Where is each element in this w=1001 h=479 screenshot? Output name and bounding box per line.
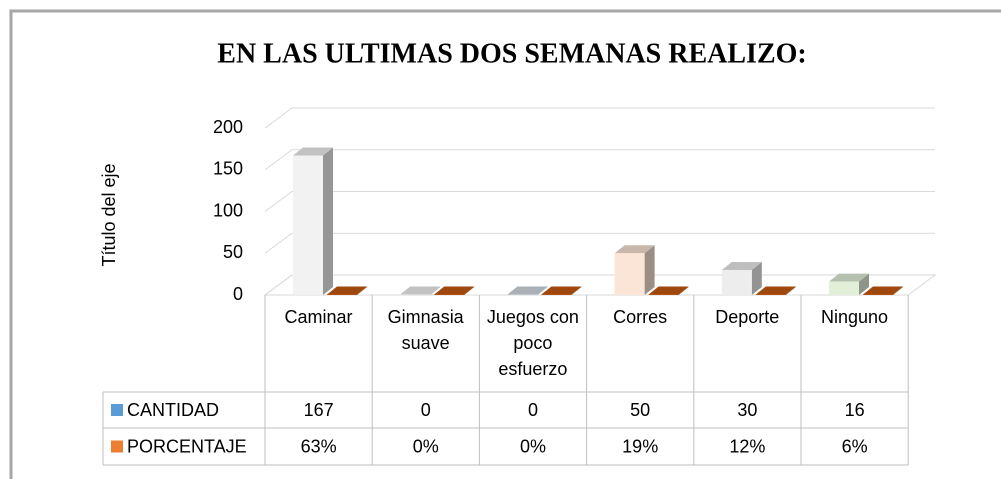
table-value: 50 <box>630 400 650 420</box>
bar-front <box>541 294 572 295</box>
bar-front <box>327 294 357 295</box>
bar-top <box>648 286 689 295</box>
y-tick-label: 200 <box>213 117 243 137</box>
bar-side <box>678 286 689 295</box>
category-cell: Juegos con poco esfuerzo <box>486 307 579 379</box>
category-cell: Corres <box>613 307 668 327</box>
bar-front <box>721 269 752 295</box>
bar-side <box>751 261 762 295</box>
legend-swatch <box>111 404 123 416</box>
bar-top <box>863 286 903 295</box>
grid-line <box>264 191 935 212</box>
bar-top <box>541 286 582 295</box>
y-tick-label: 50 <box>223 242 243 262</box>
category-cell: Deporte <box>715 307 780 327</box>
bar <box>721 261 762 295</box>
chart-frame <box>9 9 1001 479</box>
bar <box>434 286 475 295</box>
bar-side <box>430 286 441 295</box>
x-tick-label: Ninguno <box>820 307 889 327</box>
bar <box>648 286 689 295</box>
y-tick-label: 100 <box>213 200 243 220</box>
bar <box>541 286 582 295</box>
bar <box>327 286 367 295</box>
grid-line <box>264 274 935 296</box>
bar-side <box>571 286 582 295</box>
bar-top <box>327 286 367 295</box>
bar-front <box>434 294 465 295</box>
bar-side <box>537 286 548 295</box>
bar <box>829 273 869 295</box>
table-value: 16 <box>845 400 865 420</box>
bar-front <box>293 155 323 295</box>
table-value: 63% <box>301 436 337 456</box>
bar-front <box>507 294 538 295</box>
x-tick-label: Gimnasia suave <box>387 307 464 353</box>
table-value: 19% <box>622 436 658 456</box>
y-tick-label: 0 <box>233 284 243 304</box>
x-tick-label: Corres <box>613 307 668 327</box>
chart-title: EN LAS ULTIMAS DOS SEMANAS REALIZO: <box>217 38 806 69</box>
grid-line <box>264 149 935 171</box>
bar <box>293 147 333 295</box>
bar-top <box>507 286 548 295</box>
bar-side <box>859 273 869 295</box>
bar-top <box>400 286 441 295</box>
bar <box>755 286 796 295</box>
bar <box>863 286 903 295</box>
table-value: 0 <box>528 400 538 420</box>
bar-side <box>464 286 475 295</box>
bar-top <box>293 147 333 156</box>
table-value: 0 <box>421 400 431 420</box>
bar-front <box>829 281 859 295</box>
x-tick-label: Juegos con poco esfuerzo <box>486 307 579 379</box>
bar-top <box>721 261 762 270</box>
y-axis-title: Título del eje <box>99 163 119 266</box>
legend-label: PORCENTAJE <box>127 436 247 456</box>
table-value: 12% <box>729 436 765 456</box>
bar-side <box>893 286 903 295</box>
table-value: 167 <box>304 400 334 420</box>
x-tick-label: Deporte <box>715 307 780 327</box>
grid-line <box>264 107 935 129</box>
bar-front <box>648 294 679 295</box>
bar-side <box>644 245 655 295</box>
bar-front <box>400 294 431 295</box>
bar-front <box>755 294 786 295</box>
table-value: 30 <box>737 400 757 420</box>
legend-label: CANTIDAD <box>127 400 219 420</box>
bar-side <box>785 286 796 295</box>
bar-front <box>614 253 645 295</box>
table-value: 6% <box>842 436 868 456</box>
bar-top <box>829 273 869 282</box>
grid-line <box>264 232 935 254</box>
bar-side <box>323 147 333 295</box>
y-tick-label: 150 <box>213 159 243 179</box>
table-value: 0% <box>520 436 546 456</box>
bar <box>507 286 548 295</box>
bar-top <box>614 245 655 254</box>
legend-swatch <box>111 440 123 453</box>
bar <box>614 245 655 295</box>
bar-side <box>357 286 367 295</box>
bar-front <box>863 294 893 295</box>
table-value: 0% <box>413 436 439 456</box>
category-cell: Ninguno <box>820 307 889 327</box>
bar <box>400 286 441 295</box>
x-tick-label: Caminar <box>284 307 353 327</box>
category-cell: Caminar <box>284 307 353 327</box>
bar-top <box>434 286 475 295</box>
category-cell: Gimnasia suave <box>387 307 464 353</box>
bar-top <box>755 286 796 295</box>
